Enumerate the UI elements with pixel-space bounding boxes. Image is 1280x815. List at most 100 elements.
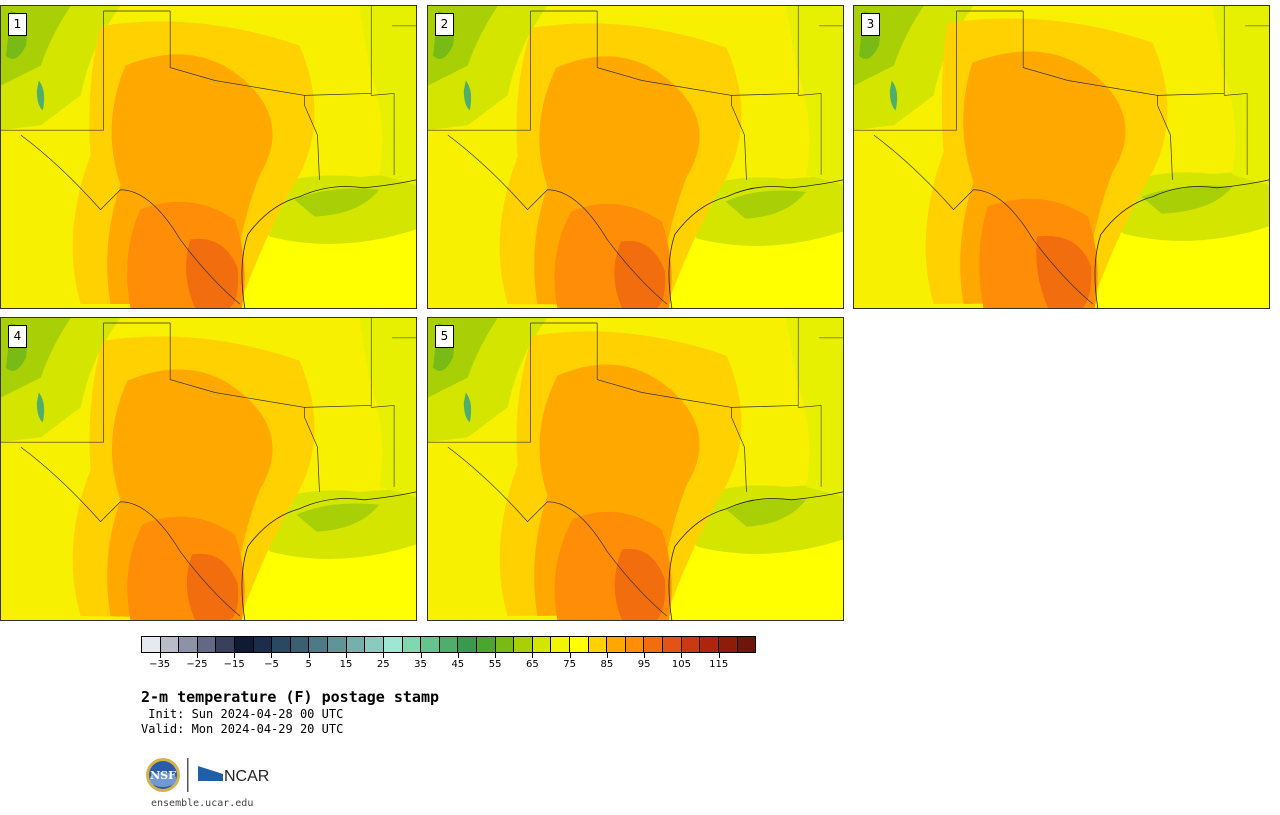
colorbar-bin xyxy=(514,637,533,652)
border-line xyxy=(447,446,668,617)
state-borders-east xyxy=(797,6,843,175)
colorbar-bin xyxy=(216,637,236,652)
temperature-map-1 xyxy=(1,6,416,308)
border-line xyxy=(20,134,241,305)
colorbar-bin xyxy=(235,637,254,652)
colorbar-tick-label: 85 xyxy=(600,659,614,670)
colorbar-tick xyxy=(383,653,385,658)
colorbar-bin xyxy=(700,637,719,652)
valid-time: Valid: Mon 2024-04-29 20 UTC xyxy=(141,722,344,736)
colorbar-bin xyxy=(383,637,403,652)
colorbar-ticks: −35 −25 −15 −5 5 15 25 35 45 55 65 75 85 95 105 115 xyxy=(141,653,756,673)
colorbar-bin xyxy=(607,637,626,652)
mountain-peak-region xyxy=(36,80,45,111)
east-region xyxy=(359,6,416,185)
colorbar-bin xyxy=(272,637,291,652)
ncar-logo: NCAR xyxy=(198,764,269,785)
colorbar-bin xyxy=(570,637,589,652)
temperature-map-3 xyxy=(854,6,1269,308)
border-line xyxy=(20,446,241,617)
colorbar-tick-label: 35 xyxy=(414,659,427,670)
colorbar-tick-label: 15 xyxy=(339,659,353,670)
mountain-peak-region xyxy=(889,80,898,111)
colorbar-bin xyxy=(458,637,477,652)
colorbar-tick-label: 25 xyxy=(376,659,390,670)
state-borders xyxy=(1,322,372,492)
member-panel-1: 1 xyxy=(0,5,417,309)
colorbar-bin xyxy=(644,637,664,652)
member-label-2: 2 xyxy=(435,13,454,36)
colorbar-bin xyxy=(365,637,384,652)
colorbar-tick-label: 115 xyxy=(709,659,729,670)
colorbar-bin xyxy=(681,637,701,652)
mountain-peak-region xyxy=(463,80,472,111)
member-label-4: 4 xyxy=(8,325,27,348)
logo-divider xyxy=(187,758,189,792)
state-borders-east xyxy=(370,6,416,175)
colorbar-tick-label: −25 xyxy=(186,659,208,670)
colorbar-bin xyxy=(253,637,273,652)
colorbar-bin xyxy=(476,637,496,652)
colorbar-bin xyxy=(439,637,459,652)
colorbar-bin xyxy=(663,637,682,652)
member-label-1: 1 xyxy=(8,13,27,36)
gulf-cool-region xyxy=(296,503,380,532)
member-label-3: 3 xyxy=(861,13,880,36)
state-borders-east xyxy=(797,318,843,487)
temperature-map-4 xyxy=(1,318,416,620)
figure-title: 2-m temperature (F) postage stamp xyxy=(141,688,440,706)
member-panel-3: 3 xyxy=(853,5,1270,309)
colorbar-tick xyxy=(196,653,198,658)
colorbar-bin xyxy=(495,637,515,652)
colorbar-bin xyxy=(142,637,161,652)
colorbar-tick xyxy=(457,653,459,658)
colorbar-tick xyxy=(681,653,683,658)
logos: NSF NCAR xyxy=(145,757,275,793)
colorbar-tick xyxy=(420,653,422,658)
colorbar-tick xyxy=(718,653,720,658)
state-borders xyxy=(854,10,1225,180)
colorbar-tick xyxy=(569,653,571,658)
colorbar-bin xyxy=(625,637,645,652)
colorbar-tick xyxy=(159,653,161,658)
hottest-region xyxy=(614,548,666,620)
colorbar-bin xyxy=(532,637,552,652)
colorbar-tick-label: 55 xyxy=(488,659,502,670)
site-url: ensemble.ucar.edu xyxy=(151,798,254,809)
state-borders xyxy=(1,10,372,180)
colorbar-bin xyxy=(160,637,180,652)
state-borders-east xyxy=(1223,6,1269,175)
mountain-peak-region xyxy=(463,392,472,423)
colorbar-bin xyxy=(290,637,310,652)
nsf-text: NSF xyxy=(150,769,176,782)
colorbar-tick-label: −35 xyxy=(149,659,171,670)
colorbar-tick xyxy=(532,653,534,658)
colorbar-bin xyxy=(737,637,756,652)
colorbar-tick-label: 75 xyxy=(563,659,576,670)
colorbar-tick-label: 5 xyxy=(305,659,312,670)
colorbar-tick-label: 45 xyxy=(451,659,465,670)
mountain-peak-region xyxy=(36,392,45,423)
border-line xyxy=(447,134,668,305)
colorbar-tick-label: −5 xyxy=(264,659,279,670)
member-panel-4: 4 xyxy=(0,317,417,621)
temperature-map-5 xyxy=(428,318,843,620)
gulf-cool-region xyxy=(1141,185,1233,214)
east-region xyxy=(786,318,843,497)
colorbar-tick xyxy=(234,653,236,658)
colorbar-tick-label: 65 xyxy=(525,659,539,670)
colorbar-bin xyxy=(197,637,217,652)
colorbar-bin xyxy=(179,637,198,652)
state-borders-east xyxy=(370,318,416,487)
colorbar-bin xyxy=(402,637,422,652)
gulf-cool-region xyxy=(294,188,380,217)
colorbar-tick-label: 105 xyxy=(671,659,691,670)
border-line xyxy=(873,134,1094,305)
colorbar-tick xyxy=(606,653,608,658)
gulf-cool-region xyxy=(726,498,807,527)
gulf-cool-region xyxy=(725,190,807,219)
colorbar-bin xyxy=(421,637,440,652)
member-panel-2: 2 xyxy=(427,5,844,309)
init-time: Init: Sun 2024-04-28 00 UTC xyxy=(141,707,344,721)
coastline xyxy=(241,179,416,308)
